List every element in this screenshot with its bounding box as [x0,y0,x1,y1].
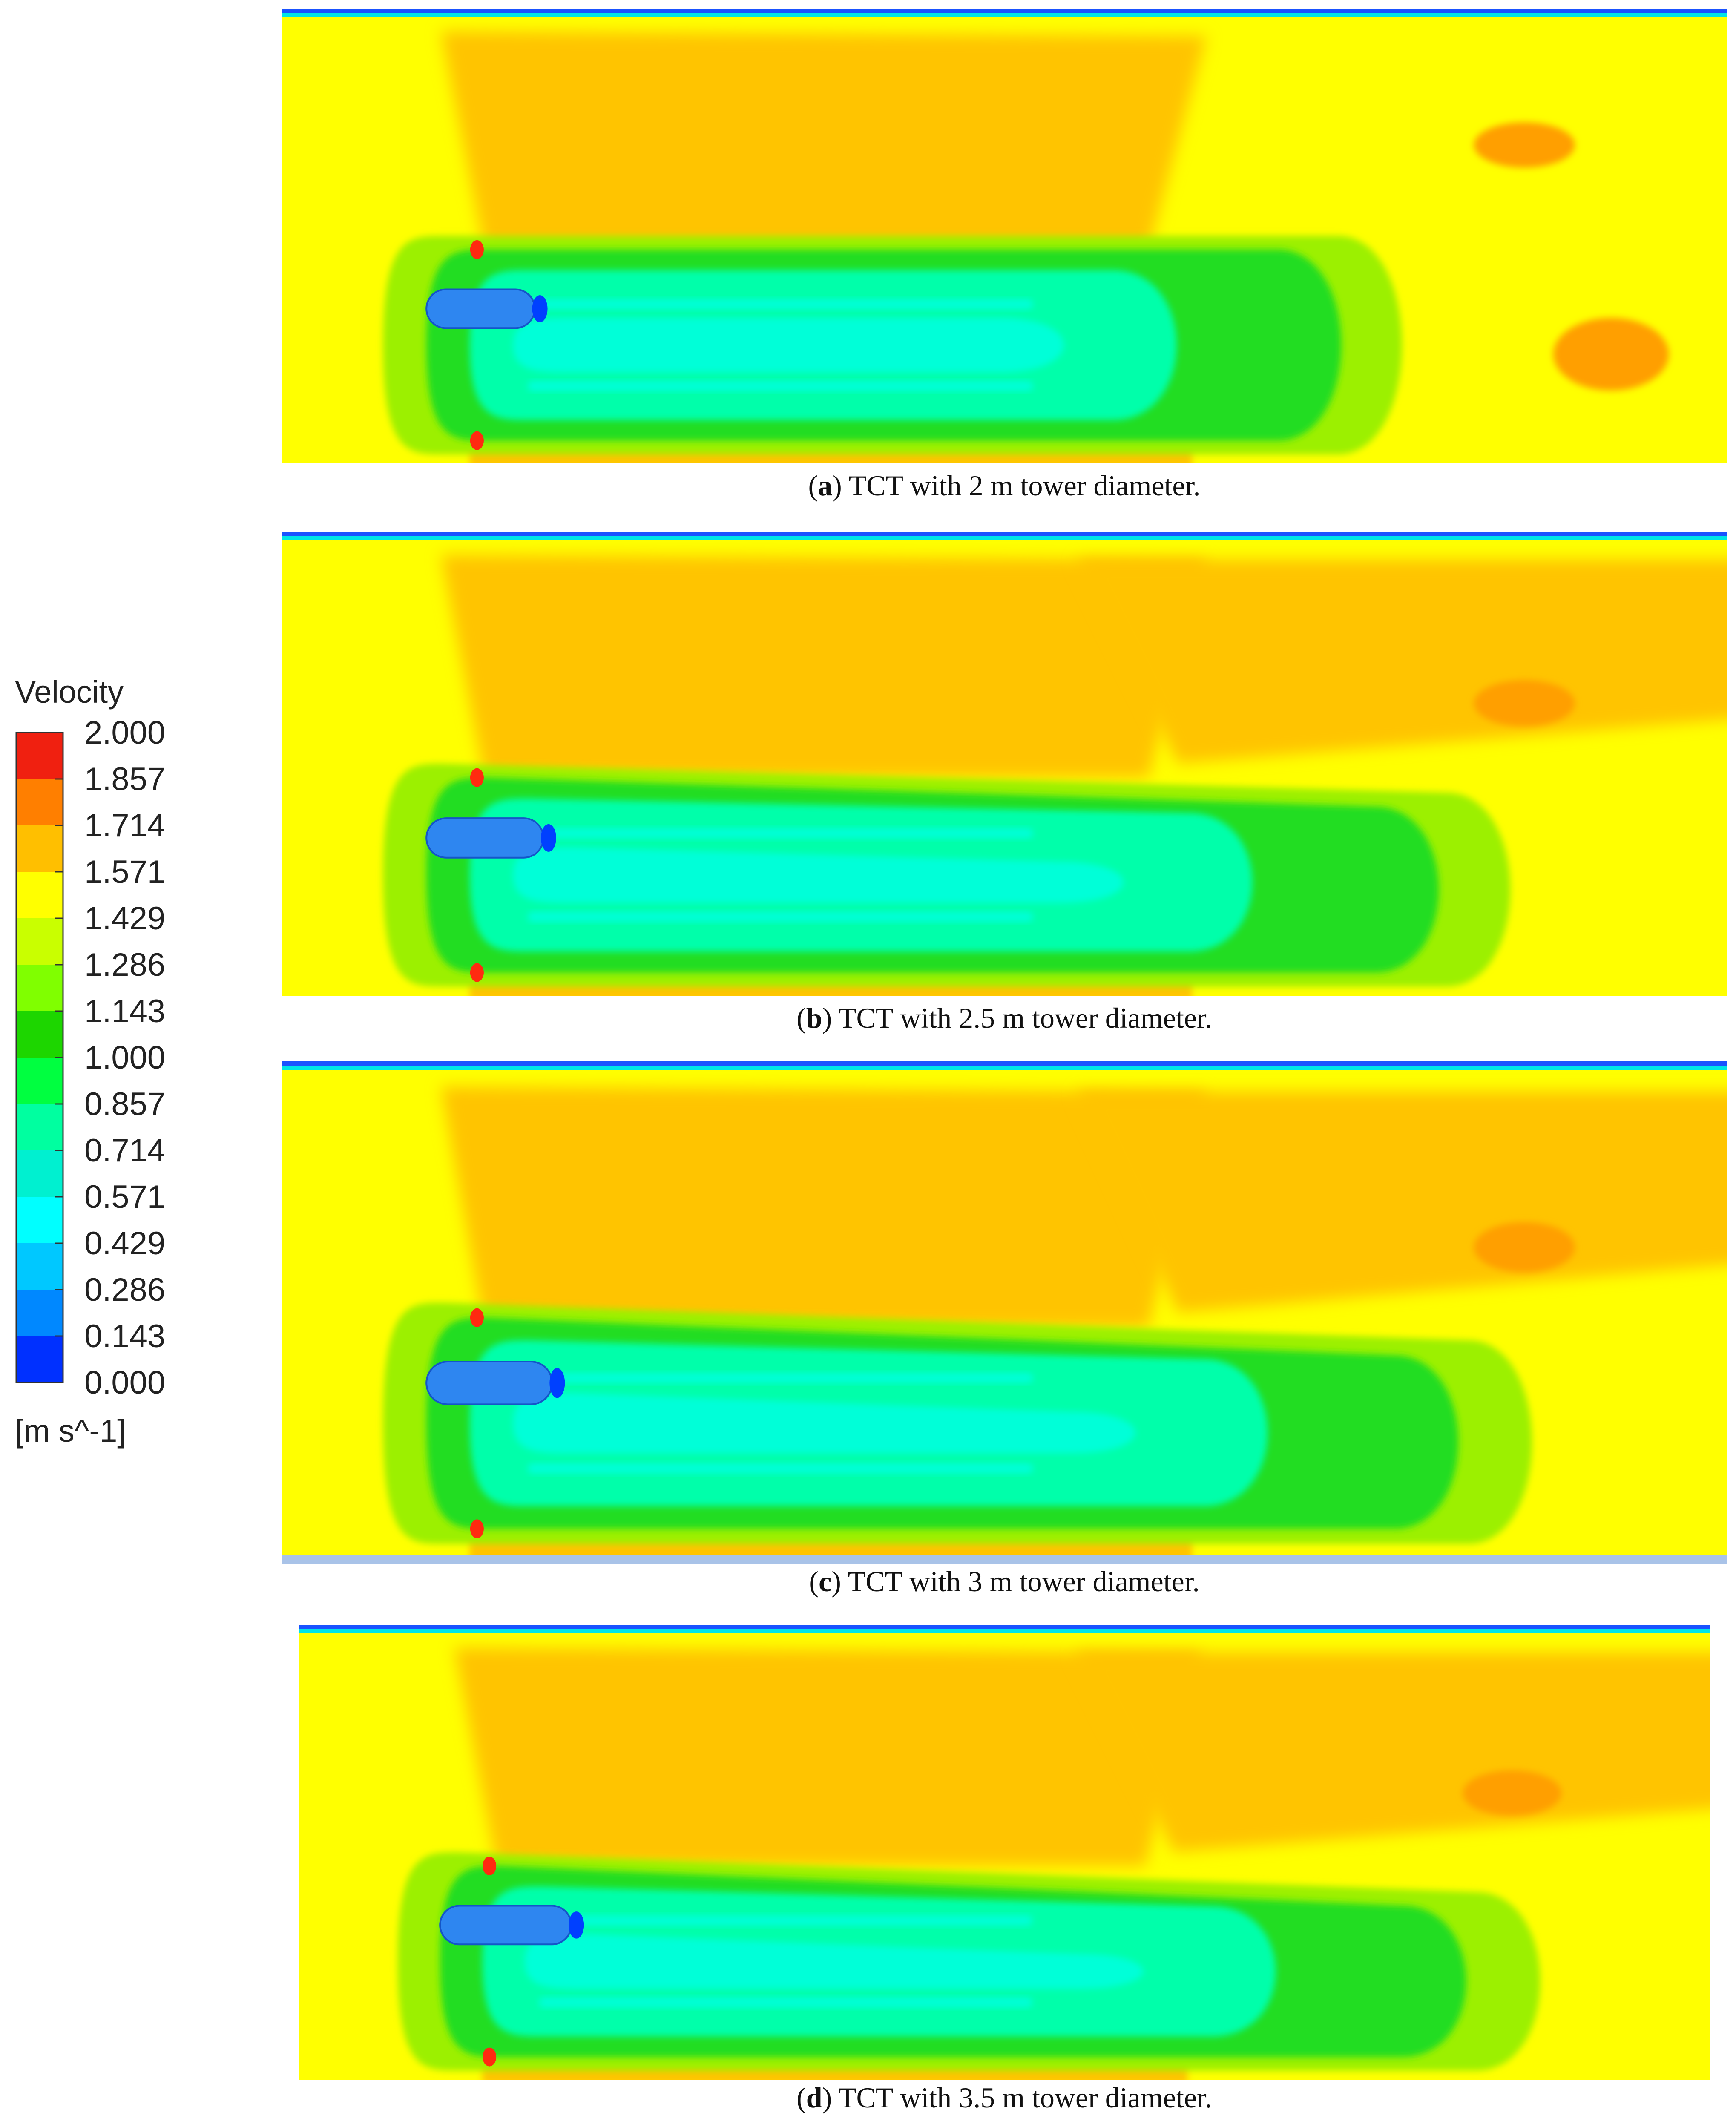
blade-tip-spot [470,431,484,450]
turbine-nacelle [425,1361,553,1405]
hot-spot [1474,1222,1575,1273]
turbine-nacelle [425,288,536,329]
nacelle-tail [549,1368,565,1398]
colorbar-band [16,779,63,826]
colorbar-band [16,1150,63,1197]
blade-tip-spot [483,1857,497,1876]
seabed-strip [282,1555,1727,1564]
nacelle-tail [532,295,548,322]
caption-letter: d [806,2081,822,2114]
colorbar-band [16,1290,63,1336]
contour-panel-c: (c) TCT with 3 m tower diameter. [282,1061,1727,1598]
colorbar-title: Velocity [15,674,124,710]
turbine-nacelle [439,1905,572,1946]
colorbar-tick-label: 0.286 [84,1272,165,1308]
blade-tip-spot [470,240,484,259]
colorbar-band [16,965,63,1012]
free-surface-layer [282,536,1727,540]
wake-core-line [527,1463,1033,1474]
free-surface-layer [299,1629,1710,1633]
upper-fast-zone [441,31,1207,250]
colorbar-tick-label: 1.714 [84,808,165,844]
free-surface-layer [282,1066,1727,1070]
colorbar-band [16,872,63,919]
wake-core-line [527,299,1033,310]
upper-fast-zone [441,1086,1207,1328]
free-surface [282,532,1727,536]
free-surface [282,1061,1727,1066]
panel-caption: (c) TCT with 3 m tower diameter. [809,1565,1199,1598]
contour-panel-a: (a) TCT with 2 m tower diameter. [282,9,1727,502]
colorbar-band [16,1336,63,1383]
free-surface [299,1625,1710,1629]
colorbar-tick-label: 1.000 [84,1040,165,1076]
wake-layer [524,1934,1144,1989]
wake-core-line [527,828,1033,839]
caption-letter: a [818,469,832,502]
colorbar-band [16,1243,63,1290]
wake-core-line [527,381,1033,391]
colorbar-band [16,1011,63,1058]
panel-caption: (b) TCT with 2.5 m tower diameter. [796,1002,1212,1034]
free-surface-layer [282,13,1727,17]
caption-text: ) TCT with 2.5 m tower diameter. [822,1002,1212,1034]
colorbar-tick-label: 1.286 [84,947,165,983]
wake-core-line [539,1915,1033,1926]
contour-panel-d: (d) TCT with 3.5 m tower diameter. [299,1625,1710,2114]
caption-text: ) TCT with 3.5 m tower diameter. [822,2081,1212,2114]
contour-panels: (a) TCT with 2 m tower diameter. (b) TCT … [282,9,1727,2114]
colorbar-tick-label: 0.143 [84,1318,165,1354]
blade-tip-spot [470,1308,484,1327]
wake-layer [513,318,1064,373]
colorbar-bands [15,732,64,1383]
colorbar-tick-label: 1.429 [84,900,165,937]
colorbar-ticks: 2.000 1.857 1.714 1.571 1.429 1.286 1.143 1.000… [55,715,165,1401]
panel-caption: (d) TCT with 3.5 m tower diameter. [796,2081,1212,2114]
hot-spot [1553,318,1669,391]
colorbar-band [16,1197,63,1244]
blade-tip-spot [483,2047,497,2067]
blade-tip-spot [470,1519,484,1538]
wake-layer [513,1393,1135,1454]
colorbar-tick-label: 1.143 [84,993,165,1029]
colorbar-band [16,1058,63,1104]
nacelle-tail [569,1911,584,1939]
caption-letter: c [819,1565,831,1598]
blade-tip-spot [470,963,484,982]
colorbar-tick-label: 0.429 [84,1225,165,1262]
wake-core-line [527,911,1033,922]
turbine-nacelle [425,817,544,859]
colorbar-tick-label: 1.857 [84,761,165,797]
hot-spot [1474,122,1575,168]
caption-letter: b [806,1002,822,1034]
colorbar-band [16,733,63,779]
wake-layer [513,847,1124,903]
colorbar-tick-label: 0.571 [84,1179,165,1215]
panel-caption: (a) TCT with 2 m tower diameter. [808,469,1201,502]
wake-core-line [527,1373,1033,1383]
colorbar-unit: [m s^-1] [15,1413,126,1449]
hot-spot [1474,680,1575,727]
velocity-colorbar: Velocity 2.000 1.857 1.714 1.571 1.429 1.286 1… [15,674,165,1449]
upper-fast-zone [441,555,1207,778]
colorbar-tick-label: 2.000 [84,715,165,751]
caption-text: ) TCT with 3 m tower diameter. [831,1565,1199,1598]
colorbar-tick-label: 0.714 [84,1132,165,1169]
wake-core-line [539,1997,1033,2008]
contour-panel-b: (b) TCT with 2.5 m tower diameter. [282,532,1727,1034]
colorbar-tick-label: 1.571 [84,854,165,890]
upper-fast-zone [454,1647,1202,1866]
blade-tip-spot [470,768,484,787]
colorbar-band [16,918,63,965]
colorbar-band [16,825,63,872]
colorbar-tick-label: 0.857 [84,1086,165,1122]
colorbar-tick-label: 0.000 [84,1365,165,1401]
free-surface [282,9,1727,13]
caption-text: ) TCT with 2 m tower diameter. [832,469,1200,502]
colorbar-band [16,1104,63,1151]
nacelle-tail [540,824,556,852]
hot-spot [1463,1770,1562,1816]
